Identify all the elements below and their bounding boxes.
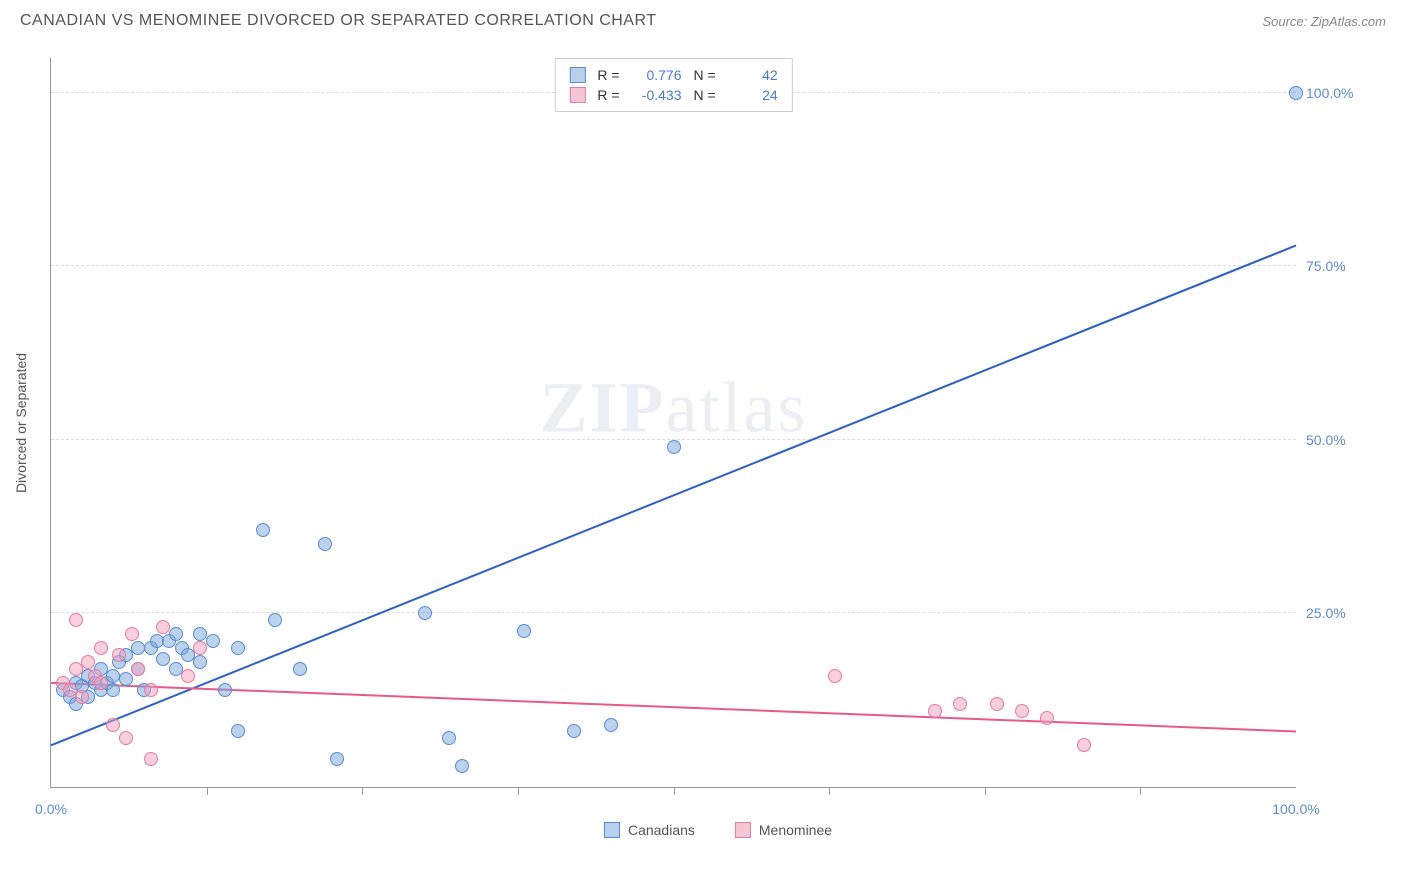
- data-point: [418, 606, 432, 620]
- r-value: 0.776: [632, 67, 682, 83]
- x-tick: [207, 787, 208, 795]
- n-value: 24: [728, 87, 778, 103]
- x-tick: [829, 787, 830, 795]
- legend-item: Menominee: [735, 822, 832, 838]
- legend-swatch: [604, 822, 620, 838]
- series-swatch: [569, 67, 585, 83]
- n-label: N =: [694, 87, 716, 103]
- data-point: [231, 724, 245, 738]
- y-axis-label: Divorced or Separated: [13, 352, 29, 492]
- x-tick: [1140, 787, 1141, 795]
- data-point: [442, 731, 456, 745]
- y-tick-label: 75.0%: [1306, 258, 1376, 274]
- data-point: [517, 624, 531, 638]
- data-point: [81, 655, 95, 669]
- data-point: [1077, 738, 1091, 752]
- x-tick: [985, 787, 986, 795]
- plot-area: Divorced or Separated ZIPatlas R =0.776N…: [50, 58, 1296, 788]
- source-attribution: Source: ZipAtlas.com: [1262, 14, 1386, 29]
- data-point: [112, 648, 126, 662]
- data-point: [94, 641, 108, 655]
- data-point: [318, 537, 332, 551]
- data-point: [156, 652, 170, 666]
- legend-label: Canadians: [628, 822, 695, 838]
- trend-line-canadians: [51, 245, 1296, 745]
- legend-swatch: [735, 822, 751, 838]
- data-point: [293, 662, 307, 676]
- data-point: [1289, 86, 1303, 100]
- data-point: [1015, 704, 1029, 718]
- data-point: [567, 724, 581, 738]
- x-tick-label: 0.0%: [35, 801, 67, 817]
- data-point: [75, 690, 89, 704]
- data-point: [667, 440, 681, 454]
- x-tick: [674, 787, 675, 795]
- n-value: 42: [728, 67, 778, 83]
- data-point: [828, 669, 842, 683]
- data-point: [455, 759, 469, 773]
- y-tick-label: 100.0%: [1306, 85, 1376, 101]
- n-label: N =: [694, 67, 716, 83]
- r-label: R =: [597, 87, 619, 103]
- data-point: [144, 752, 158, 766]
- data-point: [106, 683, 120, 697]
- r-label: R =: [597, 67, 619, 83]
- x-tick: [362, 787, 363, 795]
- data-point: [256, 523, 270, 537]
- y-tick-label: 25.0%: [1306, 605, 1376, 621]
- chart-svg: [51, 58, 1296, 787]
- data-point: [1040, 711, 1054, 725]
- data-point: [69, 613, 83, 627]
- data-point: [169, 627, 183, 641]
- data-point: [604, 718, 618, 732]
- data-point: [125, 627, 139, 641]
- r-value: -0.433: [632, 87, 682, 103]
- data-point: [231, 641, 245, 655]
- data-point: [193, 655, 207, 669]
- data-point: [193, 641, 207, 655]
- data-point: [144, 683, 158, 697]
- series-swatch: [569, 87, 585, 103]
- data-point: [156, 620, 170, 634]
- stats-row: R = 0.776 N = 42: [569, 65, 777, 85]
- x-tick-label: 100.0%: [1272, 801, 1319, 817]
- x-tick: [518, 787, 519, 795]
- data-point: [218, 683, 232, 697]
- data-point: [953, 697, 967, 711]
- stats-row: R = -0.433 N = 24: [569, 85, 777, 105]
- legend-label: Menominee: [759, 822, 832, 838]
- data-point: [94, 676, 108, 690]
- data-point: [206, 634, 220, 648]
- data-point: [928, 704, 942, 718]
- data-point: [990, 697, 1004, 711]
- chart-container: Divorced or Separated ZIPatlas R =0.776N…: [50, 38, 1386, 848]
- data-point: [119, 672, 133, 686]
- data-point: [181, 669, 195, 683]
- chart-title: CANADIAN VS MENOMINEE DIVORCED OR SEPARA…: [20, 12, 657, 30]
- y-tick-label: 50.0%: [1306, 432, 1376, 448]
- legend-item: Canadians: [604, 822, 695, 838]
- correlation-stats-box: R = 0.776 N = 42 R = -0.433 N = 24: [554, 58, 792, 112]
- data-point: [268, 613, 282, 627]
- data-point: [119, 731, 133, 745]
- chart-header: CANADIAN VS MENOMINEE DIVORCED OR SEPARA…: [0, 0, 1406, 38]
- data-point: [106, 718, 120, 732]
- data-point: [330, 752, 344, 766]
- data-point: [131, 662, 145, 676]
- chart-legend: Canadians Menominee: [604, 822, 832, 838]
